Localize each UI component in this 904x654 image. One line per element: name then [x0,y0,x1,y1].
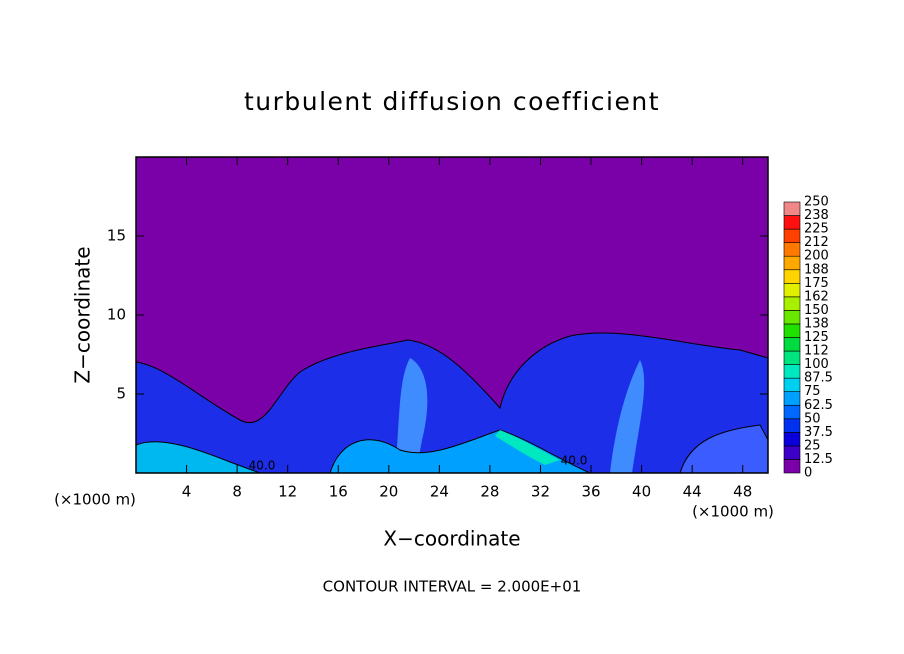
colorbar-label: 62.5 [804,398,833,413]
y-tick-label: 5 [116,385,126,403]
colorbar-box [783,323,801,338]
colorbar-label: 200 [804,249,829,264]
colorbar-box [783,310,801,325]
colorbar-label: 175 [804,276,829,291]
colorbar-box [783,364,801,379]
colorbar-label: 37.5 [804,425,833,440]
x-unit-label: (×1000 m) [692,503,774,521]
x-tick-label: 36 [581,483,600,501]
colorbar-box [783,269,801,284]
colorbar-label: 188 [804,262,829,277]
x-tick-label: 24 [430,483,449,501]
x-tick-label: 8 [232,483,242,501]
colorbar-label: 87.5 [804,371,833,386]
colorbar-label: 50 [804,411,821,426]
colorbar-box [783,215,801,230]
colorbar-label: 138 [804,316,829,331]
x-tick-label: 48 [733,483,752,501]
x-tick-label: 28 [480,483,499,501]
x-tick-label: 40 [632,483,651,501]
colorbar-box [783,377,801,392]
colorbar-label: 250 [804,195,829,210]
colorbar-label: 212 [804,235,829,250]
field-streak [679,424,769,474]
colorbar-label: 238 [804,208,829,223]
colorbar-box [783,445,801,460]
field [135,157,769,474]
colorbar-label: 12.5 [804,452,833,467]
field-streak [495,430,560,465]
colorbar-box [783,459,801,474]
colorbar-label: 162 [804,289,829,304]
colorbar-box [783,418,801,433]
colorbar-box [783,255,801,271]
colorbar-label: 0 [804,466,812,481]
colorbar-box [783,242,801,257]
field-streak [135,441,261,474]
colorbar-label: 225 [804,222,829,237]
y-tick-label: 10 [107,306,126,324]
x-tick-label: 20 [379,483,398,501]
colorbar-box [783,228,801,243]
x-tick-label: 12 [278,483,297,501]
colorbar-box [783,404,801,420]
colorbar-label: 125 [804,330,829,345]
y-tick-label: 15 [107,227,126,245]
chart-title: turbulent diffusion coefficient [244,87,660,116]
field-streak [395,358,428,473]
field-streak [610,360,645,473]
colorbar-box [783,296,801,311]
colorbar-label: 25 [804,438,821,453]
colorbar-label: 75 [804,384,821,399]
x-tick-label: 32 [531,483,550,501]
colorbar-label: 100 [804,357,829,372]
colorbar-label: 112 [804,344,829,359]
x-axis-label: X−coordinate [383,527,520,551]
x-tick-label: 16 [329,483,348,501]
footnote: CONTOUR INTERVAL = 2.000E+01 [323,578,582,596]
field-streak [136,410,236,452]
x-tick-label: 44 [683,483,702,501]
colorbar-box [783,432,801,447]
field-region [135,332,769,474]
field-streak [329,429,591,474]
x-tick-label: 4 [182,483,192,501]
colorbar-box [783,282,801,298]
contour-label: 40.0 [249,459,276,473]
colorbar-box [783,391,801,406]
colorbar-box [783,350,801,365]
contour-label: 40.0 [561,454,588,468]
colorbar-box [783,337,801,352]
colorbar-box [783,201,801,216]
colorbar-label: 150 [804,303,829,318]
y-unit-label: (×1000 m) [54,491,136,509]
y-axis-label: Z−coordinate [71,246,95,383]
